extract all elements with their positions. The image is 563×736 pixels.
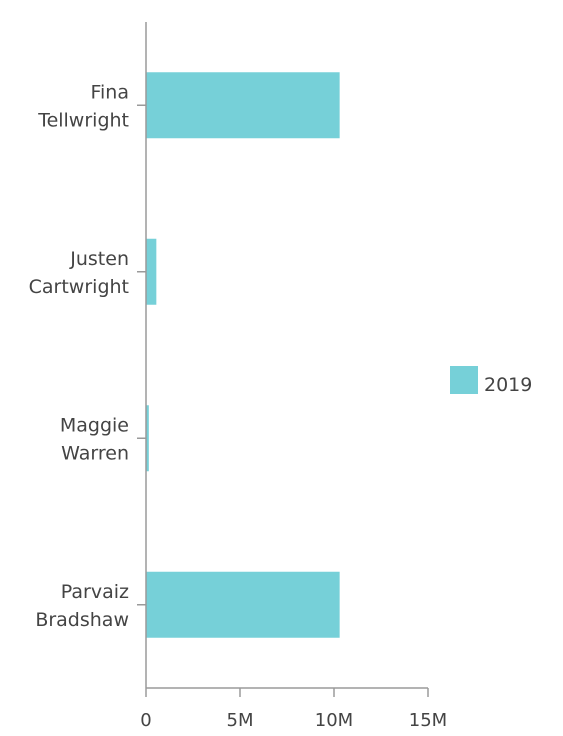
x-tick-label-3: 15M bbox=[409, 710, 447, 731]
bar-1 bbox=[146, 238, 157, 305]
category-label-0: Fina Tellwright bbox=[37, 81, 129, 131]
bars-layer bbox=[146, 72, 340, 638]
category-label-1: Justen Cartwright bbox=[29, 248, 129, 298]
category-label-2: Maggie Warren bbox=[60, 414, 129, 464]
x-tick-label-2: 10M bbox=[315, 710, 353, 731]
legend-label: 2019 bbox=[484, 374, 532, 396]
axes-layer bbox=[137, 22, 428, 689]
legend: 2019 bbox=[450, 366, 532, 396]
x-tick-label-0: 0 bbox=[140, 710, 151, 731]
category-labels: Fina Tellwright Justen Cartwright Maggie Warr… bbox=[29, 81, 129, 631]
x-axis-ticks: 0 5M 10M 15M bbox=[140, 688, 447, 731]
bar-2 bbox=[146, 405, 149, 472]
category-label-3: Parvaiz Bradshaw bbox=[35, 581, 129, 631]
legend-swatch bbox=[450, 366, 478, 394]
bar-3 bbox=[146, 571, 340, 638]
x-tick-label-1: 5M bbox=[227, 710, 254, 731]
bar-0 bbox=[146, 72, 340, 139]
